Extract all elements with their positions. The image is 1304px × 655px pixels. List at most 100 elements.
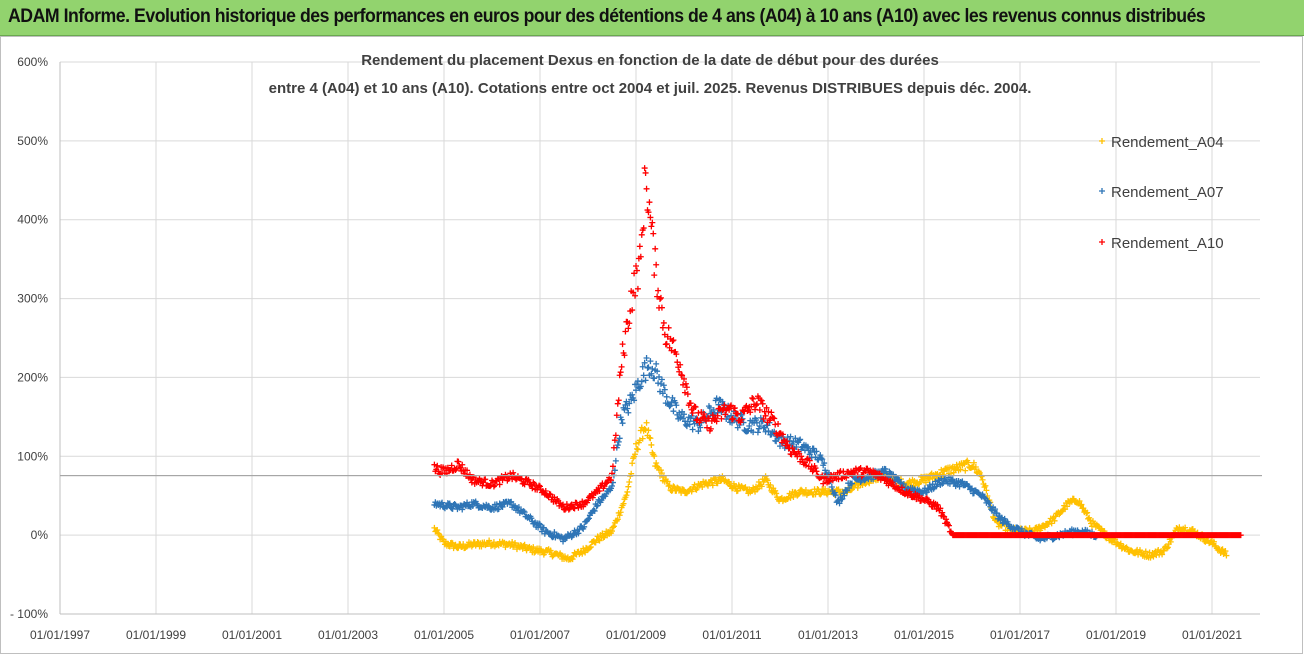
point-A10: [669, 338, 676, 345]
point-A07: [720, 401, 727, 408]
point-A07: [697, 424, 704, 431]
point-A07: [654, 368, 661, 375]
point-A04: [691, 481, 698, 488]
point-A07: [598, 497, 605, 504]
point-A04: [664, 478, 671, 485]
point-A10: [779, 431, 786, 438]
point-A07: [793, 444, 800, 451]
point-A10: [589, 494, 596, 501]
point-A10: [673, 351, 680, 358]
point-A07: [609, 482, 615, 489]
point-A04: [521, 541, 528, 548]
point-A07: [528, 515, 535, 522]
point-A07: [822, 467, 829, 474]
point-A07: [839, 495, 846, 502]
point-A10: [665, 324, 672, 331]
point-A07: [547, 530, 554, 537]
point-A10: [655, 287, 662, 294]
point-A07: [495, 506, 502, 513]
point-A10: [609, 463, 616, 470]
point-A07: [640, 372, 647, 379]
point-A04: [643, 419, 650, 426]
point-A04: [1182, 524, 1189, 531]
point-A04: [634, 446, 641, 453]
point-A07: [622, 401, 629, 408]
point-A07: [560, 538, 567, 545]
point-A04: [530, 544, 537, 551]
x-tick-label: 01/01/2005: [414, 628, 474, 642]
point-A07: [648, 370, 655, 377]
point-A10: [536, 482, 543, 489]
point-A10: [927, 498, 934, 505]
point-A07: [658, 376, 665, 383]
point-A04: [1159, 551, 1166, 558]
point-A04: [1117, 540, 1124, 547]
point-A04: [965, 459, 972, 466]
point-A07: [746, 422, 753, 429]
legend: Rendement_A04 Rendement_A07 Rendement_A10: [1099, 134, 1224, 252]
point-A10: [482, 476, 489, 483]
point-A04: [767, 481, 774, 488]
point-A10: [775, 420, 782, 427]
point-A04: [822, 485, 829, 492]
point-A10: [524, 477, 531, 484]
point-A04: [651, 453, 658, 460]
point-A07: [593, 503, 600, 510]
point-A07: [641, 359, 648, 366]
point-A07: [880, 469, 887, 476]
point-A07: [680, 415, 687, 422]
point-A10: [783, 438, 790, 445]
point-A10: [636, 243, 643, 250]
point-A10: [613, 412, 620, 419]
point-A10: [650, 230, 657, 237]
point-A10: [802, 462, 809, 469]
point-A04: [754, 485, 761, 492]
point-A07: [684, 418, 691, 425]
point-A04: [787, 494, 794, 501]
point-A04: [753, 486, 760, 493]
point-A10: [637, 253, 644, 260]
point-A07: [689, 426, 696, 433]
point-A10: [939, 509, 946, 516]
point-A04: [648, 441, 655, 448]
point-A10: [596, 487, 603, 494]
point-A04: [982, 482, 989, 489]
point-A07: [614, 442, 621, 449]
point-A10: [466, 471, 473, 478]
point-A04: [594, 533, 601, 540]
point-A07: [836, 500, 843, 507]
point-A10: [453, 465, 460, 472]
point-A10: [803, 456, 810, 463]
y-axis-ticks: - 100% 0% 100% 200% 300% 400% 500% 600%: [10, 55, 48, 621]
point-A10: [734, 410, 741, 417]
point-A07: [633, 381, 640, 388]
chart-title-line2: entre 4 (A04) et 10 ans (A10). Cotations…: [269, 80, 1032, 97]
point-A07: [706, 404, 713, 411]
x-tick-label: 01/01/2017: [990, 628, 1050, 642]
point-A10: [945, 522, 952, 529]
point-A10: [729, 415, 736, 422]
point-A10: [619, 341, 626, 348]
point-A04: [972, 463, 979, 470]
point-A07: [637, 383, 644, 390]
point-A04: [633, 440, 639, 447]
point-A07: [992, 506, 999, 513]
point-A10: [529, 485, 536, 492]
point-A07: [810, 445, 817, 452]
legend-marker-A10: [1099, 239, 1105, 245]
point-A04: [1087, 517, 1094, 524]
point-A10: [747, 409, 754, 416]
point-A10: [720, 406, 727, 413]
point-A10: [610, 444, 617, 451]
point-A07: [621, 406, 628, 413]
point-A07: [616, 435, 623, 442]
point-A10: [1237, 532, 1244, 539]
point-A10: [611, 437, 618, 444]
point-A07: [753, 417, 759, 424]
point-A04: [1064, 503, 1071, 510]
point-A07: [846, 484, 853, 491]
point-A10: [616, 372, 623, 379]
point-A04: [762, 473, 769, 480]
point-A10: [452, 467, 459, 474]
point-A10: [825, 478, 832, 485]
